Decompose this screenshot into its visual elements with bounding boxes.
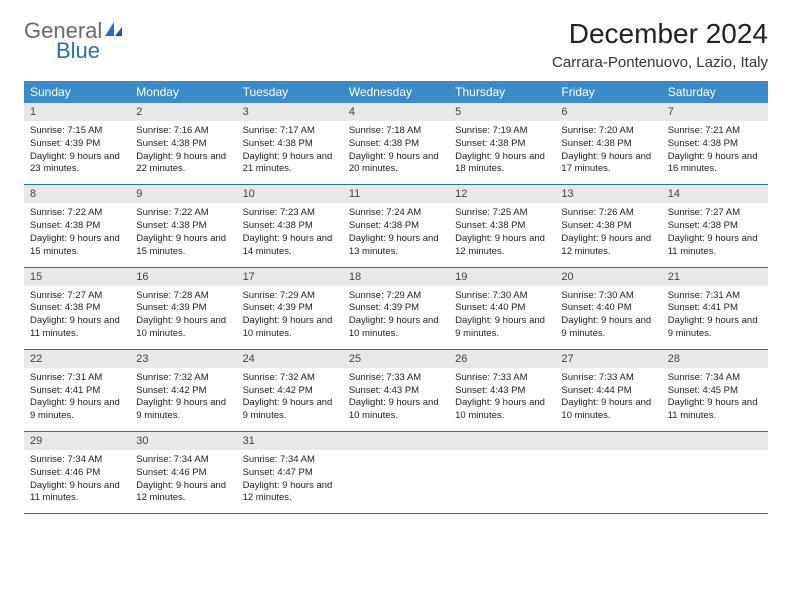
day-number: 7	[662, 103, 768, 121]
day-cell: Sunrise: 7:25 AMSunset: 4:38 PMDaylight:…	[449, 203, 555, 266]
day-number: 26	[449, 350, 555, 368]
day-number: 8	[24, 185, 130, 203]
day-number	[555, 432, 661, 450]
day-number: 5	[449, 103, 555, 121]
day-number	[449, 432, 555, 450]
location: Carrara-Pontenuovo, Lazio, Italy	[552, 54, 768, 71]
day-number: 28	[662, 350, 768, 368]
logo: GeneralBlue	[24, 18, 126, 64]
weekday-header: SundayMondayTuesdayWednesdayThursdayFrid…	[24, 81, 768, 103]
day-number: 11	[343, 185, 449, 203]
day-number: 18	[343, 268, 449, 286]
day-cell: Sunrise: 7:31 AMSunset: 4:41 PMDaylight:…	[24, 368, 130, 431]
day-cell	[343, 450, 449, 513]
day-number: 1	[24, 103, 130, 121]
week-row: 15161718192021 Sunrise: 7:27 AMSunset: 4:…	[24, 268, 768, 350]
day-cell	[555, 450, 661, 513]
calendar: SundayMondayTuesdayWednesdayThursdayFrid…	[24, 81, 768, 514]
day-number	[343, 432, 449, 450]
day-cell: Sunrise: 7:33 AMSunset: 4:43 PMDaylight:…	[343, 368, 449, 431]
day-cell: Sunrise: 7:27 AMSunset: 4:38 PMDaylight:…	[24, 286, 130, 349]
day-cell: Sunrise: 7:34 AMSunset: 4:46 PMDaylight:…	[130, 450, 236, 513]
day-number: 12	[449, 185, 555, 203]
day-cell	[662, 450, 768, 513]
week-row: 22232425262728 Sunrise: 7:31 AMSunset: 4:…	[24, 350, 768, 432]
weekday-thursday: Thursday	[449, 81, 555, 103]
day-cell: Sunrise: 7:31 AMSunset: 4:41 PMDaylight:…	[662, 286, 768, 349]
day-number: 24	[237, 350, 343, 368]
week-row: 891011121314 Sunrise: 7:22 AMSunset: 4:38…	[24, 185, 768, 267]
day-number: 15	[24, 268, 130, 286]
day-number: 21	[662, 268, 768, 286]
day-cell: Sunrise: 7:16 AMSunset: 4:38 PMDaylight:…	[130, 121, 236, 184]
day-cell: Sunrise: 7:34 AMSunset: 4:46 PMDaylight:…	[24, 450, 130, 513]
day-number: 30	[130, 432, 236, 450]
day-cell: Sunrise: 7:32 AMSunset: 4:42 PMDaylight:…	[237, 368, 343, 431]
day-cell: Sunrise: 7:32 AMSunset: 4:42 PMDaylight:…	[130, 368, 236, 431]
month-title: December 2024	[552, 18, 768, 50]
day-number: 29	[24, 432, 130, 450]
day-number: 19	[449, 268, 555, 286]
day-number: 2	[130, 103, 236, 121]
day-cell: Sunrise: 7:34 AMSunset: 4:47 PMDaylight:…	[237, 450, 343, 513]
weekday-tuesday: Tuesday	[237, 81, 343, 103]
day-number: 16	[130, 268, 236, 286]
day-number: 17	[237, 268, 343, 286]
day-number: 9	[130, 185, 236, 203]
day-number: 14	[662, 185, 768, 203]
weeks-container: 1234567Sunrise: 7:15 AMSunset: 4:39 PMDa…	[24, 103, 768, 514]
day-cell: Sunrise: 7:22 AMSunset: 4:38 PMDaylight:…	[130, 203, 236, 266]
day-cell: Sunrise: 7:24 AMSunset: 4:38 PMDaylight:…	[343, 203, 449, 266]
day-cell: Sunrise: 7:33 AMSunset: 4:44 PMDaylight:…	[555, 368, 661, 431]
day-cell: Sunrise: 7:21 AMSunset: 4:38 PMDaylight:…	[662, 121, 768, 184]
day-cell	[449, 450, 555, 513]
day-number: 22	[24, 350, 130, 368]
day-number: 20	[555, 268, 661, 286]
day-number: 31	[237, 432, 343, 450]
day-cell: Sunrise: 7:22 AMSunset: 4:38 PMDaylight:…	[24, 203, 130, 266]
weekday-sunday: Sunday	[24, 81, 130, 103]
day-number: 27	[555, 350, 661, 368]
day-number: 10	[237, 185, 343, 203]
day-cell: Sunrise: 7:26 AMSunset: 4:38 PMDaylight:…	[555, 203, 661, 266]
day-cell: Sunrise: 7:30 AMSunset: 4:40 PMDaylight:…	[555, 286, 661, 349]
day-cell: Sunrise: 7:29 AMSunset: 4:39 PMDaylight:…	[343, 286, 449, 349]
day-number: 13	[555, 185, 661, 203]
day-cell: Sunrise: 7:20 AMSunset: 4:38 PMDaylight:…	[555, 121, 661, 184]
day-cell: Sunrise: 7:28 AMSunset: 4:39 PMDaylight:…	[130, 286, 236, 349]
weekday-monday: Monday	[130, 81, 236, 103]
weekday-wednesday: Wednesday	[343, 81, 449, 103]
day-cell: Sunrise: 7:33 AMSunset: 4:43 PMDaylight:…	[449, 368, 555, 431]
weekday-saturday: Saturday	[662, 81, 768, 103]
day-number: 4	[343, 103, 449, 121]
day-cell: Sunrise: 7:27 AMSunset: 4:38 PMDaylight:…	[662, 203, 768, 266]
day-number: 25	[343, 350, 449, 368]
day-cell: Sunrise: 7:18 AMSunset: 4:38 PMDaylight:…	[343, 121, 449, 184]
day-cell: Sunrise: 7:19 AMSunset: 4:38 PMDaylight:…	[449, 121, 555, 184]
day-cell: Sunrise: 7:15 AMSunset: 4:39 PMDaylight:…	[24, 121, 130, 184]
title-block: December 2024 Carrara-Pontenuovo, Lazio,…	[552, 18, 768, 71]
day-number: 3	[237, 103, 343, 121]
day-number: 6	[555, 103, 661, 121]
week-row: 293031Sunrise: 7:34 AMSunset: 4:46 PMDay…	[24, 432, 768, 514]
header: GeneralBlue December 2024 Carrara-Ponten…	[24, 18, 768, 71]
day-cell: Sunrise: 7:30 AMSunset: 4:40 PMDaylight:…	[449, 286, 555, 349]
week-row: 1234567 Sunrise: 7:15 AMSunset: 4:39 PMDa…	[24, 103, 768, 185]
day-number	[662, 432, 768, 450]
day-cell: Sunrise: 7:34 AMSunset: 4:45 PMDaylight:…	[662, 368, 768, 431]
day-cell: Sunrise: 7:23 AMSunset: 4:38 PMDaylight:…	[237, 203, 343, 266]
day-cell: Sunrise: 7:17 AMSunset: 4:38 PMDaylight:…	[237, 121, 343, 184]
day-number: 23	[130, 350, 236, 368]
weekday-friday: Friday	[555, 81, 661, 103]
day-cell: Sunrise: 7:29 AMSunset: 4:39 PMDaylight:…	[237, 286, 343, 349]
